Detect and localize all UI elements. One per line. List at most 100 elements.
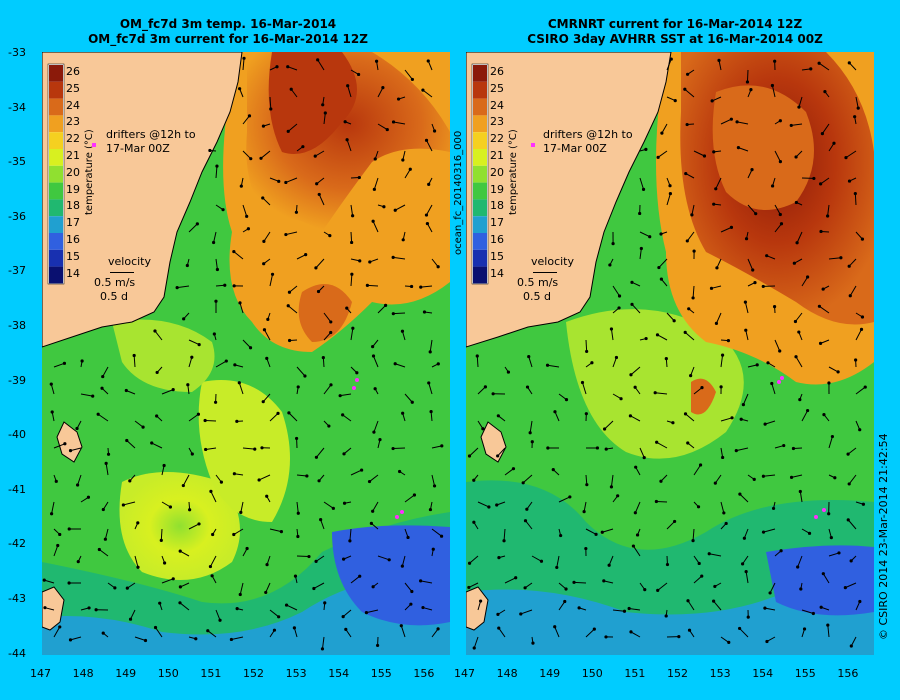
velocity-arrowhead xyxy=(58,625,62,629)
velocity-arrowhead xyxy=(313,154,317,158)
colorbar-swatch xyxy=(473,115,487,133)
velocity-arrowhead xyxy=(830,434,835,439)
velocity-arrow xyxy=(233,528,244,535)
x-tick-label: 155 xyxy=(794,667,816,680)
velocity-arrowhead xyxy=(275,65,279,69)
velocity-arrowhead xyxy=(594,532,598,536)
velocity-arrow xyxy=(661,123,668,134)
velocity-arrow xyxy=(323,501,334,509)
velocity-arrow xyxy=(798,96,803,108)
velocity-arrowhead xyxy=(242,56,246,60)
velocity-arrow xyxy=(745,330,749,341)
velocity-arrowhead xyxy=(323,111,327,115)
velocity-arrow xyxy=(369,474,379,482)
left-velocity-arrow xyxy=(110,272,134,273)
velocity-arrowhead xyxy=(564,587,568,591)
velocity-arrowhead xyxy=(689,373,693,378)
velocity-arrow xyxy=(827,204,830,217)
velocity-arrowhead xyxy=(261,124,266,128)
velocity-arrow xyxy=(692,285,695,298)
left-panel-title: OM_fc7d 3m temp. 16-Mar-2014 OM_fc7d 3m … xyxy=(18,17,438,47)
x-tick-label: 150 xyxy=(157,667,179,680)
velocity-arrow xyxy=(105,463,109,476)
velocity-arrow xyxy=(554,411,560,422)
velocity-arrowhead xyxy=(564,398,569,402)
velocity-arrowhead xyxy=(125,586,129,590)
velocity-arrow xyxy=(774,204,781,215)
velocity-arrowhead xyxy=(155,370,159,375)
velocity-arrow xyxy=(849,285,857,296)
colorbar-swatch xyxy=(49,165,63,183)
y-tick-label: -36 xyxy=(8,209,26,223)
velocity-arrow xyxy=(420,580,433,584)
velocity-arrowhead xyxy=(393,208,397,212)
y-tick-label: -43 xyxy=(8,592,26,605)
velocity-arrow xyxy=(104,528,109,540)
right-drifters-line1: drifters @12h to xyxy=(543,128,633,141)
velocity-arrowhead xyxy=(616,494,620,498)
velocity-arrowhead xyxy=(410,400,414,404)
velocity-arrowhead xyxy=(582,510,586,514)
velocity-arrow xyxy=(70,636,82,641)
velocity-arrowhead xyxy=(409,602,413,606)
velocity-arrowhead xyxy=(514,576,518,580)
velocity-arrowhead xyxy=(253,447,257,451)
velocity-arrowhead xyxy=(104,461,108,465)
velocity-arrowhead xyxy=(827,381,831,385)
velocity-arrow xyxy=(631,303,641,314)
velocity-arrowhead xyxy=(812,176,816,181)
drifter-3 xyxy=(395,515,399,519)
velocity-arrowhead xyxy=(427,182,431,186)
velocity-arrow xyxy=(182,474,190,486)
velocity-arrowhead xyxy=(710,99,714,103)
x-tick-label: 153 xyxy=(285,667,307,680)
velocity-arrow xyxy=(315,258,325,269)
velocity-arrowhead xyxy=(854,358,858,362)
velocity-arrow xyxy=(296,474,307,477)
velocity-arrowhead xyxy=(523,586,527,590)
velocity-arrowhead xyxy=(617,306,621,310)
velocity-arrowhead xyxy=(655,333,660,337)
velocity-arrowhead xyxy=(741,402,745,407)
velocity-arrow xyxy=(854,193,857,206)
velocity-arrowhead xyxy=(385,127,389,132)
velocity-arrow xyxy=(666,312,675,322)
velocity-arrow xyxy=(743,528,749,539)
velocity-arrowhead xyxy=(619,397,623,401)
velocity-arrow xyxy=(346,139,352,152)
velocity-arrow xyxy=(608,555,614,566)
velocity-arrowhead xyxy=(743,300,747,304)
velocity-arrowhead xyxy=(185,263,189,268)
velocity-arrowhead xyxy=(642,455,646,460)
velocity-arrowhead xyxy=(136,521,140,525)
velocity-arrowhead xyxy=(284,232,288,237)
velocity-arrowhead xyxy=(371,219,375,223)
colorbar-swatch xyxy=(473,182,487,200)
velocity-arrowhead xyxy=(686,599,690,603)
velocity-arrowhead xyxy=(237,381,241,385)
velocity-arrow xyxy=(404,494,415,503)
velocity-arrow xyxy=(818,62,830,71)
velocity-arrowhead xyxy=(745,80,750,84)
velocity-arrowhead xyxy=(304,253,308,257)
velocity-arrow xyxy=(395,363,406,368)
velocity-arrow xyxy=(99,549,109,557)
velocity-arrowhead xyxy=(50,410,54,414)
velocity-arrowhead xyxy=(327,424,331,428)
velocity-arrowhead xyxy=(342,452,346,456)
velocity-arrowhead xyxy=(580,380,585,385)
velocity-arrowhead xyxy=(373,157,377,161)
velocity-arrowhead xyxy=(592,627,596,631)
left-title-line2: OM_fc7d 3m current for 16-Mar-2014 12Z xyxy=(88,32,368,46)
velocity-arrow xyxy=(188,357,193,368)
velocity-arrowhead xyxy=(644,147,648,151)
velocity-arrow xyxy=(610,474,614,487)
velocity-arrow xyxy=(133,355,136,368)
velocity-arrowhead xyxy=(204,447,208,452)
velocity-arrow xyxy=(504,468,514,476)
velocity-arrow xyxy=(684,331,695,341)
velocity-arrowhead xyxy=(419,579,423,583)
velocity-arrowhead xyxy=(755,363,759,367)
velocity-arrow xyxy=(347,85,352,98)
velocity-arrowhead xyxy=(568,495,572,499)
